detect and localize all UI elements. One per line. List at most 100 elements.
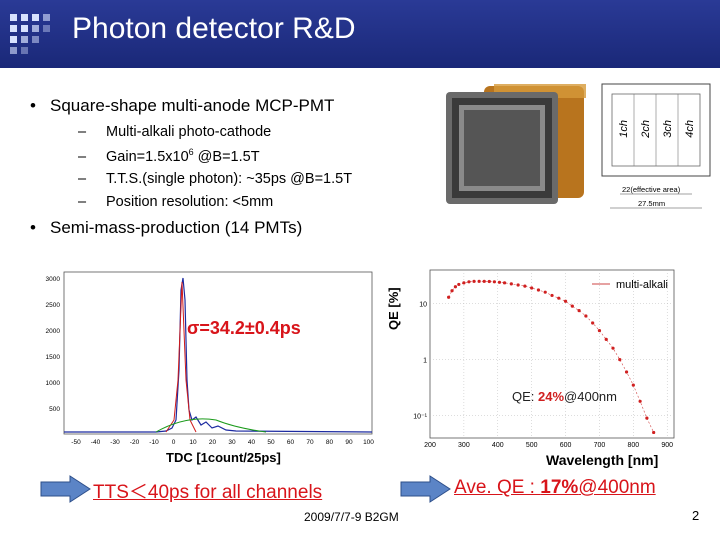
tts-x-tick-label: 20 — [209, 439, 217, 446]
qe-data-point — [497, 280, 502, 284]
bullet-mass-production: • Semi-mass-production (14 PMTs) — [30, 218, 303, 237]
qe-data-point — [482, 279, 486, 283]
qe-chart: 10 1 10⁻¹ 200 300 400 500 600 700 800 900 multi-a… — [413, 269, 675, 449]
tts-x-tick-label: 60 — [287, 439, 295, 446]
tts-y-tick-label: 1500 — [46, 354, 61, 361]
qe-annotation-suffix: @400nm — [564, 389, 617, 404]
qe-data-point — [570, 304, 574, 308]
qe-data-point — [477, 279, 481, 283]
tts-x-tick-label: -10 — [149, 439, 159, 446]
qe-x-ticks: 200 300 400 500 600 700 800 900 — [424, 442, 673, 449]
qe-data-point — [652, 430, 656, 435]
qe-data-point — [453, 285, 458, 289]
qe-result-prefix: Ave. QE : — [454, 477, 541, 498]
qe-x-tick-label: 900 — [661, 442, 673, 449]
channel-label: 2ch — [640, 120, 652, 139]
tts-y-tick-label: 2000 — [46, 328, 61, 335]
qe-data-point — [557, 296, 561, 300]
qe-x-tick-label: 300 — [458, 442, 470, 449]
qe-y-axis-label: QE [%] — [386, 287, 401, 330]
tts-y-tick-label: 3000 — [46, 276, 61, 283]
grid-logo-icon — [10, 14, 52, 56]
tts-tail-fit — [155, 418, 267, 433]
sub-bullet-text: T.T.S.(single photon): ~35ps @B=1.5T — [106, 171, 353, 187]
tts-x-axis-label: TDC [1count/25ps] — [166, 450, 281, 465]
qe-data-point — [645, 416, 649, 420]
qe-data-point — [502, 281, 507, 285]
tts-x-tick-label: -40 — [91, 439, 101, 446]
qe-data-point — [543, 290, 547, 294]
sub-bullet-position: – Position resolution: <5mm — [78, 194, 274, 210]
qe-x-tick-label: 400 — [492, 442, 504, 449]
arrow-right-icon — [400, 475, 451, 503]
dimension-effective: 22(effective area) — [622, 185, 681, 194]
qe-data-point — [536, 288, 541, 292]
sub-bullet-text: Position resolution: <5mm — [106, 194, 274, 210]
qe-data-point — [631, 383, 635, 387]
qe-data-point — [450, 289, 454, 293]
qe-data-point — [577, 308, 581, 313]
tts-x-tick-label: 50 — [267, 439, 275, 446]
tts-y-ticks: 3000 2500 2000 1500 1000 500 — [46, 276, 61, 413]
sub-bullet-gain: – Gain=1.5x106 @B=1.5T — [78, 147, 260, 165]
qe-x-tick-label: 500 — [526, 442, 538, 449]
qe-data-point — [516, 283, 520, 287]
tts-y-tick-label: 2500 — [46, 302, 61, 309]
qe-data-point — [447, 295, 451, 299]
qe-annotation-prefix: QE: — [512, 389, 539, 404]
qe-data-point — [472, 279, 476, 283]
pmt-photo — [446, 84, 586, 204]
qe-data-point — [584, 314, 588, 318]
bullet-mcp-pmt: • Square-shape multi-anode MCP-PMT — [30, 96, 335, 115]
qe-x-tick-label: 800 — [627, 442, 639, 449]
tts-x-tick-label: -50 — [71, 439, 81, 446]
qe-data-point — [523, 284, 527, 288]
qe-data-point — [462, 281, 466, 285]
dimension-outer: 27.5mm — [638, 199, 665, 208]
qe-data-point — [591, 321, 595, 325]
tts-x-tick-label: 100 — [363, 439, 374, 446]
qe-data-point — [457, 282, 461, 287]
qe-y-tick-label: 10 — [419, 302, 427, 309]
tts-x-tick-label: -20 — [130, 439, 140, 446]
qe-data-point — [624, 370, 629, 374]
qe-y-ticks: 10 1 10⁻¹ — [413, 302, 427, 421]
tts-result-text: TTS＜40ps for all channels — [93, 482, 323, 503]
pmt-channel-drawing: 1ch 2ch 3ch 4ch 22(effective area) 27.5m… — [601, 83, 711, 209]
qe-legend-label: multi-alkali — [616, 279, 668, 291]
qe-result-suffix: @400nm — [578, 477, 656, 498]
bullet-text: Semi-mass-production (14 PMTs) — [50, 218, 303, 237]
qe-data-points — [447, 279, 656, 435]
tts-histogram: 3000 2500 2000 1500 1000 500 -50 -40 -30 -20 -10 0… — [46, 271, 374, 446]
tts-x-tick-label: 80 — [326, 439, 334, 446]
qe-data-point — [530, 286, 534, 290]
channel-label: 1ch — [618, 120, 630, 138]
sub-bullet-tts: – T.T.S.(single photon): ~35ps @B=1.5T — [78, 171, 353, 187]
tts-y-tick-label: 500 — [49, 406, 60, 413]
qe-data-point — [638, 399, 642, 403]
qe-annotation-value: 24% — [538, 389, 565, 404]
qe-annotation: QE: 24%@400nm — [512, 389, 617, 404]
tts-x-tick-label: 0 — [172, 439, 176, 446]
tts-y-tick-label: 1000 — [46, 380, 61, 387]
qe-data-point — [618, 358, 622, 362]
arrow-right-icon — [40, 475, 91, 503]
qe-data-point — [467, 280, 471, 284]
qe-data-point — [487, 279, 491, 284]
tts-x-tick-label: -30 — [110, 439, 120, 446]
page-number: 2 — [692, 508, 700, 523]
drawing-outline — [601, 83, 711, 177]
gain-text: Gain=1.5x10 — [106, 148, 189, 165]
qe-x-tick-label: 200 — [424, 442, 436, 449]
channel-label: 3ch — [662, 120, 674, 138]
gain-field-text: @B=1.5T — [193, 148, 260, 165]
qe-x-tick-label: 700 — [594, 442, 606, 449]
tts-x-tick-label: 40 — [248, 439, 256, 446]
qe-result-value: 17% — [540, 477, 579, 498]
pmt-photocathode — [464, 110, 540, 186]
slide-title: Photon detector R&D — [72, 12, 356, 45]
qe-data-point — [509, 282, 513, 286]
qe-gridlines — [430, 270, 674, 438]
qe-result-text: Ave. QE : 17%@400nm — [454, 477, 656, 499]
sub-bullet-text: Multi-alkali photo-cathode — [106, 124, 272, 140]
